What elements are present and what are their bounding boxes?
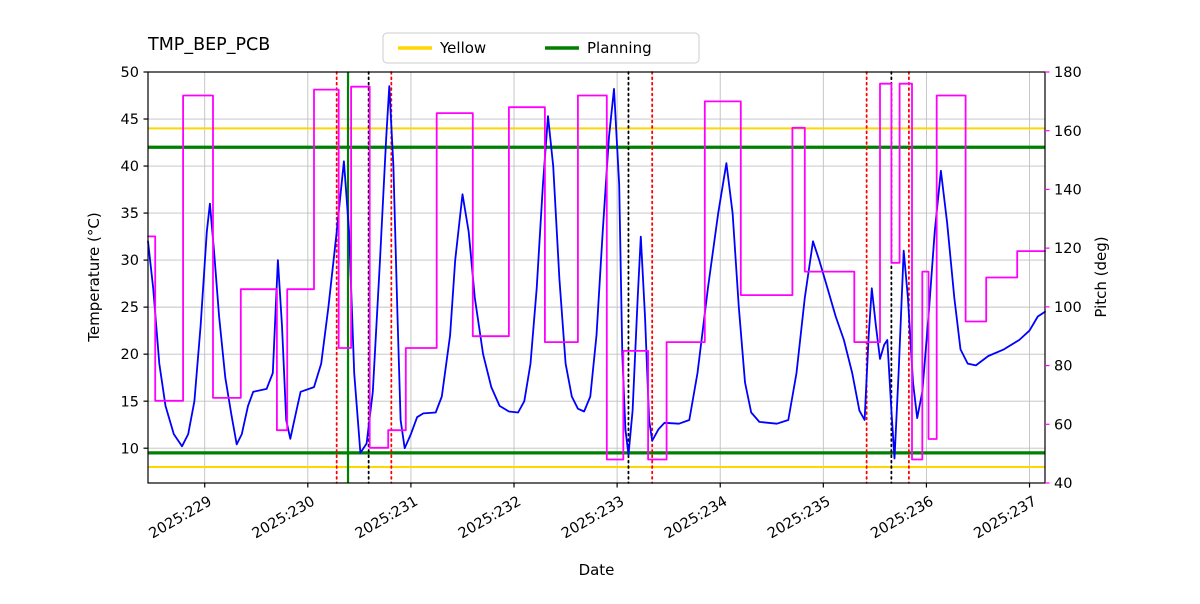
plot-border <box>147 71 1046 484</box>
left-tick-label: 30 <box>121 253 139 269</box>
x-axis-label: Date <box>579 561 615 579</box>
legend-label-planning: Planning <box>587 39 652 57</box>
left-tick-label: 20 <box>121 347 139 363</box>
right-tick-label: 180 <box>1054 65 1082 81</box>
temperature-line <box>147 85 1046 460</box>
left-tick-label: 50 <box>121 65 139 81</box>
legend-box <box>382 32 700 64</box>
left-tick-label: 40 <box>121 159 139 175</box>
right-tick-label: 100 <box>1054 300 1082 316</box>
pitch-line <box>147 82 1046 461</box>
right-tick-label: 140 <box>1054 183 1082 199</box>
legend-label-yellow: Yellow <box>439 39 486 57</box>
left-tick-label: 25 <box>121 300 139 316</box>
left-tick-label: 45 <box>121 112 139 128</box>
right-tick-label: 60 <box>1054 417 1072 433</box>
right-tick-label: 40 <box>1054 476 1072 492</box>
left-tick-label: 15 <box>121 394 139 410</box>
right-axis-label: Pitch (deg) <box>1092 236 1110 317</box>
right-tick-label: 120 <box>1054 241 1082 257</box>
left-tick-label: 10 <box>121 441 139 457</box>
chart-title: TMP_BEP_PCB <box>147 35 270 55</box>
left-tick-label: 35 <box>121 206 139 222</box>
right-tick-label: 80 <box>1054 359 1072 375</box>
right-tick-label: 160 <box>1054 124 1082 140</box>
left-axis-label: Temperature (°C) <box>85 212 103 342</box>
legend: Yellow Planning <box>382 32 700 64</box>
